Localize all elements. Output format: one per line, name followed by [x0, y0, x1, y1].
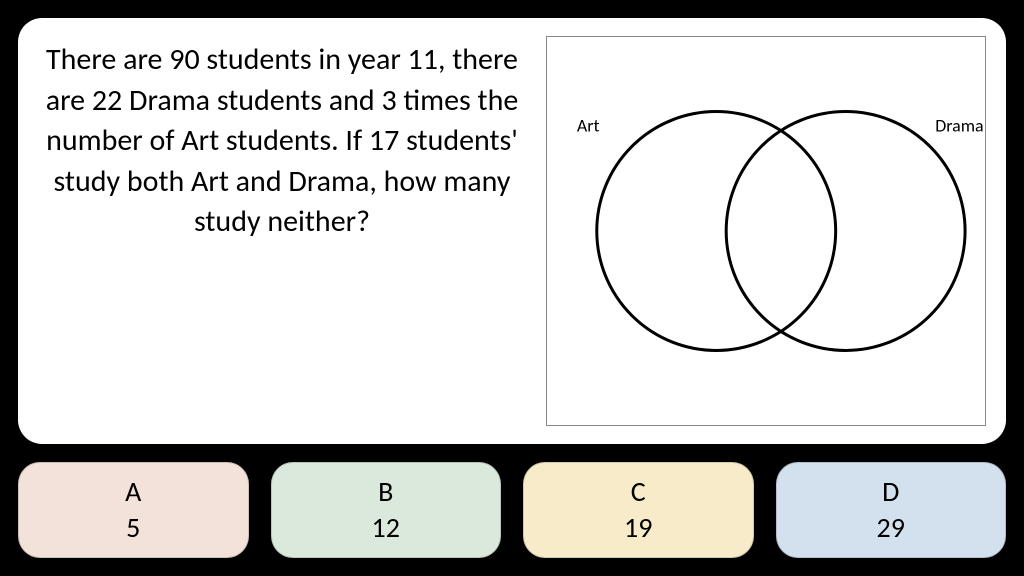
venn-circle-drama: [726, 112, 965, 351]
venn-diagram-box: Art Drama: [546, 36, 986, 426]
answer-a[interactable]: A 5: [18, 462, 249, 558]
answer-value: 29: [877, 510, 905, 546]
answer-c[interactable]: C 19: [523, 462, 754, 558]
venn-label-art: Art: [577, 114, 600, 136]
answer-value: 5: [126, 510, 140, 546]
venn-label-drama: Drama: [935, 114, 983, 136]
answer-value: 19: [624, 510, 652, 546]
answer-d[interactable]: D 29: [776, 462, 1007, 558]
answers-row: A 5 B 12 C 19 D 29: [18, 462, 1006, 558]
venn-svg: Art Drama: [547, 37, 985, 425]
question-card: There are 90 students in year 11, there …: [18, 18, 1006, 444]
question-text: There are 90 students in year 11, there …: [38, 36, 526, 426]
venn-circle-art: [597, 112, 836, 351]
answer-letter: D: [882, 474, 899, 510]
answer-letter: B: [378, 474, 393, 510]
answer-letter: C: [631, 474, 646, 510]
answer-value: 12: [372, 510, 400, 546]
answer-b[interactable]: B 12: [271, 462, 502, 558]
answer-letter: A: [125, 474, 141, 510]
